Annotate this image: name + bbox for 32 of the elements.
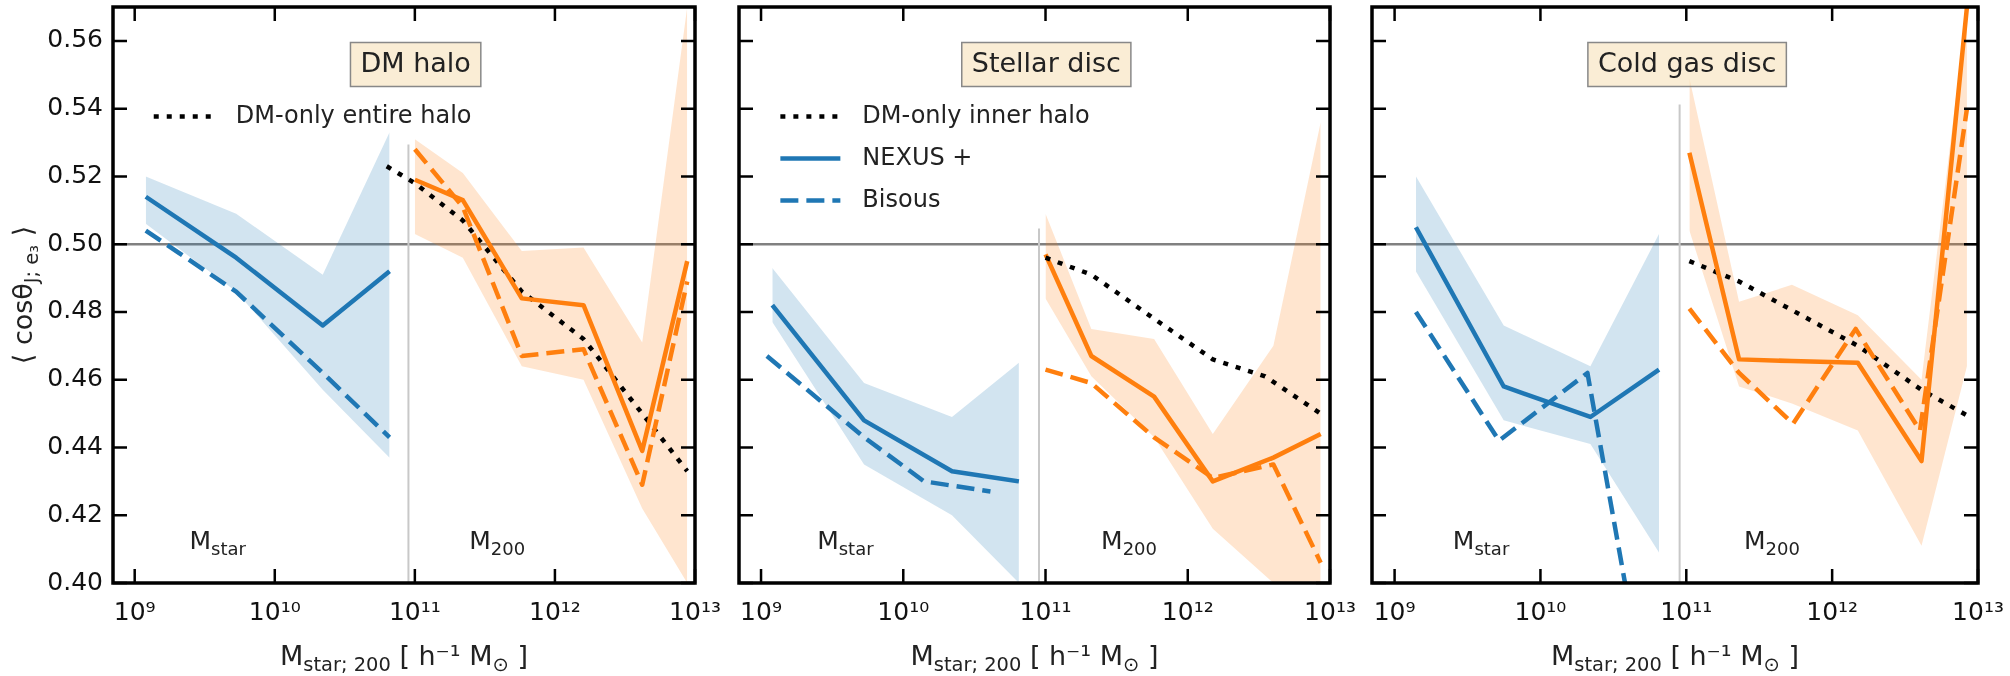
y-tick-label: 0.52 <box>47 159 104 189</box>
x-tick-label: 10¹¹ <box>1019 596 1072 626</box>
x-tick-label: 10¹³ <box>1304 596 1356 626</box>
y-tick-label: 0.56 <box>47 24 104 54</box>
y-tick-label: 0.46 <box>47 363 104 393</box>
x-tick-label: 10¹⁰ <box>1514 596 1567 626</box>
x-tick-label: 10¹³ <box>669 596 721 626</box>
legend-label: DM-only inner halo <box>862 100 1090 129</box>
y-axis-title: ⟨ cosθJ; e₃ ⟩ <box>7 225 44 365</box>
y-tick-label: 0.42 <box>47 498 104 528</box>
text: Stellar disc <box>971 46 1121 78</box>
y-tick-label: 0.50 <box>47 227 104 257</box>
y-tick-label: 0.54 <box>47 92 104 122</box>
legend-label: NEXUS + <box>862 142 973 171</box>
x-tick-label: 10¹² <box>529 596 581 626</box>
legend-label: DM-only entire halo <box>235 100 472 129</box>
x-tick-label: 10¹¹ <box>388 596 441 626</box>
x-tick-label: 10⁹ <box>740 596 782 626</box>
x-tick-label: 10⁹ <box>1373 596 1416 626</box>
x-tick-label: 10¹¹ <box>1660 596 1713 626</box>
x-tick-label: 10¹³ <box>1952 596 2004 626</box>
x-tick-label: 10¹² <box>1806 596 1859 626</box>
x-tick-label: 10¹² <box>1161 596 1214 626</box>
x-tick-label: 10¹⁰ <box>248 596 301 626</box>
y-tick-label: 0.44 <box>47 430 104 460</box>
text: DM halo <box>360 46 471 78</box>
text: Cold gas disc <box>1597 46 1777 78</box>
y-tick-label: 0.40 <box>47 566 104 596</box>
y-tick-label: 0.48 <box>47 295 104 325</box>
x-tick-label: 10¹⁰ <box>877 596 930 626</box>
x-tick-label: 10⁹ <box>113 596 156 626</box>
legend-label: Bisous <box>862 184 941 213</box>
